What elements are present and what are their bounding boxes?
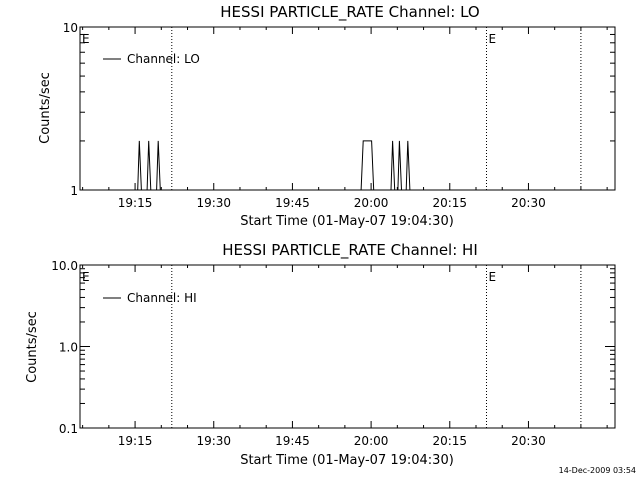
y-tick-label: 1: [70, 184, 78, 198]
x-tick-label: 20:30: [511, 434, 546, 448]
x-tick-label: 19:15: [118, 434, 153, 448]
y-axis-label: Counts/sec: [25, 311, 40, 383]
y-tick-label: 1.0: [59, 341, 78, 355]
x-tick-label: 19:30: [196, 196, 231, 210]
y-ticks: 1 10: [63, 21, 615, 198]
x-tick-label: 19:15: [118, 196, 153, 210]
x-tick-label: 19:45: [275, 434, 310, 448]
series-line: [80, 140, 605, 191]
x-axis-label: Start Time (01-May-07 19:04:30): [240, 453, 454, 468]
event-marker-label: E: [82, 32, 90, 46]
y-axis-label: Counts/sec: [38, 72, 53, 144]
x-axis-label: Start Time (01-May-07 19:04:30): [240, 214, 454, 229]
x-tick-label: 20:30: [511, 196, 546, 210]
plot-frame: [79, 264, 616, 429]
x-tick-label: 20:15: [432, 434, 467, 448]
legend-label: Channel: LO: [127, 52, 200, 66]
event-marker-label: E: [488, 270, 496, 284]
x-tick-label: 20:00: [354, 196, 389, 210]
event-marker-label: E: [488, 32, 496, 46]
data-series: [80, 140, 605, 191]
y-tick-label: 0.1: [59, 422, 78, 436]
chart-title: HESSI PARTICLE_RATE Channel: LO: [220, 3, 479, 22]
x-ticks: 19:15 19:30 19:45 20:00 20:15 20:30: [82, 27, 608, 210]
panel-lo: HESSI PARTICLE_RATE Channel: LO Counts/s…: [38, 3, 616, 229]
x-tick-label: 20:00: [354, 434, 389, 448]
x-tick-label: 19:30: [196, 434, 231, 448]
panel-hi: HESSI PARTICLE_RATE Channel: HI Counts/s…: [25, 241, 616, 468]
legend-label: Channel: HI: [127, 291, 197, 305]
x-tick-label: 19:45: [275, 196, 310, 210]
x-tick-label: 20:15: [432, 196, 467, 210]
footer-date: 14-Dec-2009 03:54: [559, 466, 636, 475]
y-tick-label: 10: [63, 21, 78, 35]
chart-title: HESSI PARTICLE_RATE Channel: HI: [222, 241, 478, 260]
y-tick-label: 10.0: [51, 259, 78, 273]
y-ticks: 0.1 1.0 10.0: [51, 259, 615, 436]
event-marker-label: E: [82, 270, 90, 284]
